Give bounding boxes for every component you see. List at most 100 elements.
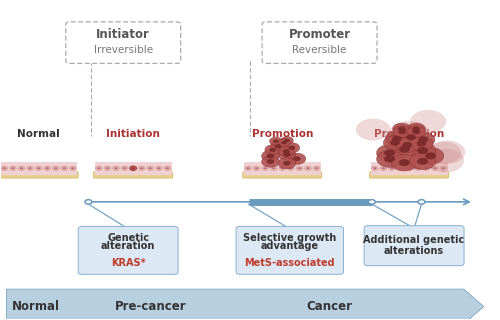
Text: Promotion: Promotion xyxy=(252,129,313,140)
Circle shape xyxy=(138,166,145,171)
Circle shape xyxy=(434,167,436,169)
Circle shape xyxy=(270,166,277,171)
Circle shape xyxy=(384,156,395,163)
FancyBboxPatch shape xyxy=(0,162,77,175)
Text: Selective growth: Selective growth xyxy=(243,233,336,243)
Circle shape xyxy=(417,158,428,165)
Circle shape xyxy=(417,147,428,154)
Circle shape xyxy=(408,167,410,169)
Text: advantage: advantage xyxy=(260,241,319,251)
Circle shape xyxy=(278,157,295,169)
Circle shape xyxy=(132,167,134,169)
Circle shape xyxy=(410,110,446,133)
Circle shape xyxy=(407,126,426,138)
Circle shape xyxy=(98,167,100,169)
Circle shape xyxy=(106,167,109,169)
Circle shape xyxy=(44,166,51,171)
Circle shape xyxy=(123,167,126,169)
Circle shape xyxy=(147,166,154,171)
FancyBboxPatch shape xyxy=(370,162,448,175)
Circle shape xyxy=(262,156,280,167)
Circle shape xyxy=(406,134,416,140)
Circle shape xyxy=(376,150,403,167)
Circle shape xyxy=(158,167,160,169)
Circle shape xyxy=(281,137,293,145)
Circle shape xyxy=(418,200,425,204)
Circle shape xyxy=(253,166,260,171)
Circle shape xyxy=(54,167,58,169)
Circle shape xyxy=(61,166,68,171)
Circle shape xyxy=(383,148,415,169)
Circle shape xyxy=(391,141,417,157)
Text: alterations: alterations xyxy=(384,246,444,256)
Circle shape xyxy=(392,136,402,142)
Circle shape xyxy=(390,167,394,169)
Circle shape xyxy=(410,153,436,170)
Circle shape xyxy=(278,146,294,156)
Circle shape xyxy=(306,167,310,169)
Circle shape xyxy=(164,166,171,171)
Circle shape xyxy=(1,166,8,171)
Circle shape xyxy=(386,132,408,146)
Circle shape xyxy=(288,153,306,164)
Text: Cancer: Cancer xyxy=(306,300,352,313)
Circle shape xyxy=(412,132,435,147)
Circle shape xyxy=(380,166,387,171)
Text: Progression: Progression xyxy=(374,129,444,140)
Circle shape xyxy=(356,118,390,140)
Polygon shape xyxy=(6,289,484,320)
Circle shape xyxy=(262,166,268,171)
FancyBboxPatch shape xyxy=(236,227,344,274)
Circle shape xyxy=(423,166,430,171)
Circle shape xyxy=(412,126,420,132)
Circle shape xyxy=(442,167,445,169)
Circle shape xyxy=(424,167,428,169)
FancyBboxPatch shape xyxy=(0,172,78,178)
Circle shape xyxy=(288,166,294,171)
Text: KRAS*: KRAS* xyxy=(111,258,146,268)
Circle shape xyxy=(410,136,433,151)
Circle shape xyxy=(398,126,406,132)
Circle shape xyxy=(298,167,301,169)
FancyBboxPatch shape xyxy=(370,172,448,178)
Circle shape xyxy=(284,139,290,142)
Circle shape xyxy=(402,142,412,148)
Circle shape xyxy=(12,167,14,169)
Circle shape xyxy=(283,149,290,153)
FancyBboxPatch shape xyxy=(66,22,180,63)
Circle shape xyxy=(166,167,169,169)
Circle shape xyxy=(400,130,422,145)
Circle shape xyxy=(37,167,40,169)
Text: Reversible: Reversible xyxy=(292,44,347,55)
Circle shape xyxy=(313,166,320,171)
Circle shape xyxy=(407,123,426,135)
Circle shape xyxy=(440,166,447,171)
Circle shape xyxy=(393,126,411,138)
Circle shape xyxy=(275,144,281,148)
Circle shape xyxy=(148,167,152,169)
Text: Initiator: Initiator xyxy=(96,28,150,41)
Circle shape xyxy=(26,166,34,171)
Circle shape xyxy=(278,139,290,147)
Circle shape xyxy=(315,167,318,169)
Text: Additional genetic: Additional genetic xyxy=(364,235,464,245)
Circle shape xyxy=(130,166,136,171)
Circle shape xyxy=(396,138,419,152)
Text: Genetic: Genetic xyxy=(107,233,149,243)
Circle shape xyxy=(262,150,280,162)
FancyBboxPatch shape xyxy=(364,226,464,266)
Circle shape xyxy=(384,135,406,150)
Circle shape xyxy=(418,137,428,143)
FancyBboxPatch shape xyxy=(78,227,178,274)
Circle shape xyxy=(374,167,376,169)
Circle shape xyxy=(10,166,16,171)
Circle shape xyxy=(272,167,276,169)
FancyBboxPatch shape xyxy=(262,22,377,63)
Circle shape xyxy=(284,143,300,153)
Circle shape xyxy=(52,166,59,171)
Circle shape xyxy=(246,167,250,169)
Circle shape xyxy=(72,167,74,169)
Circle shape xyxy=(282,141,287,144)
Circle shape xyxy=(283,161,290,165)
Text: Pre-cancer: Pre-cancer xyxy=(114,300,186,313)
